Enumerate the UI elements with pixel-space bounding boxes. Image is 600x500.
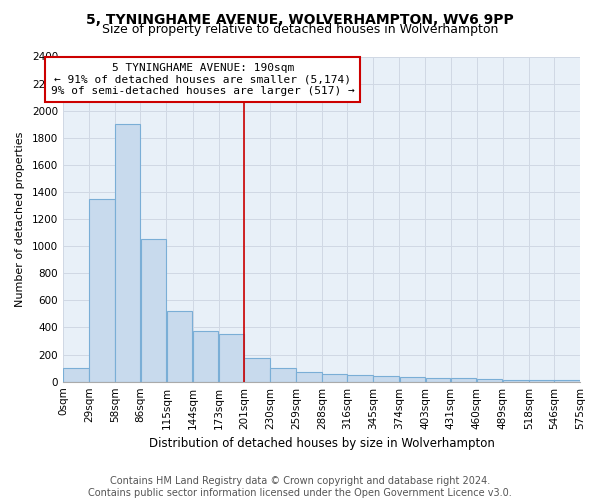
Text: Contains HM Land Registry data © Crown copyright and database right 2024.
Contai: Contains HM Land Registry data © Crown c… xyxy=(88,476,512,498)
Bar xyxy=(425,378,451,382)
Bar xyxy=(115,124,140,382)
Bar xyxy=(503,380,529,382)
Bar xyxy=(140,240,166,382)
Bar xyxy=(400,377,425,382)
Bar xyxy=(451,378,476,382)
Bar xyxy=(89,199,115,382)
X-axis label: Distribution of detached houses by size in Wolverhampton: Distribution of detached houses by size … xyxy=(149,437,494,450)
Bar xyxy=(529,380,554,382)
Bar xyxy=(477,379,502,382)
Bar xyxy=(270,368,296,382)
Bar xyxy=(296,372,322,382)
Bar xyxy=(167,310,192,382)
Bar xyxy=(554,380,580,382)
Bar xyxy=(322,374,347,382)
Bar xyxy=(219,334,244,382)
Text: 5 TYNINGHAME AVENUE: 190sqm
← 91% of detached houses are smaller (5,174)
9% of s: 5 TYNINGHAME AVENUE: 190sqm ← 91% of det… xyxy=(51,63,355,96)
Bar xyxy=(244,358,269,382)
Bar xyxy=(63,368,89,382)
Text: Size of property relative to detached houses in Wolverhampton: Size of property relative to detached ho… xyxy=(102,22,498,36)
Y-axis label: Number of detached properties: Number of detached properties xyxy=(15,132,25,307)
Bar xyxy=(193,331,218,382)
Bar xyxy=(347,375,373,382)
Text: 5, TYNINGHAME AVENUE, WOLVERHAMPTON, WV6 9PP: 5, TYNINGHAME AVENUE, WOLVERHAMPTON, WV6… xyxy=(86,12,514,26)
Bar xyxy=(373,376,399,382)
